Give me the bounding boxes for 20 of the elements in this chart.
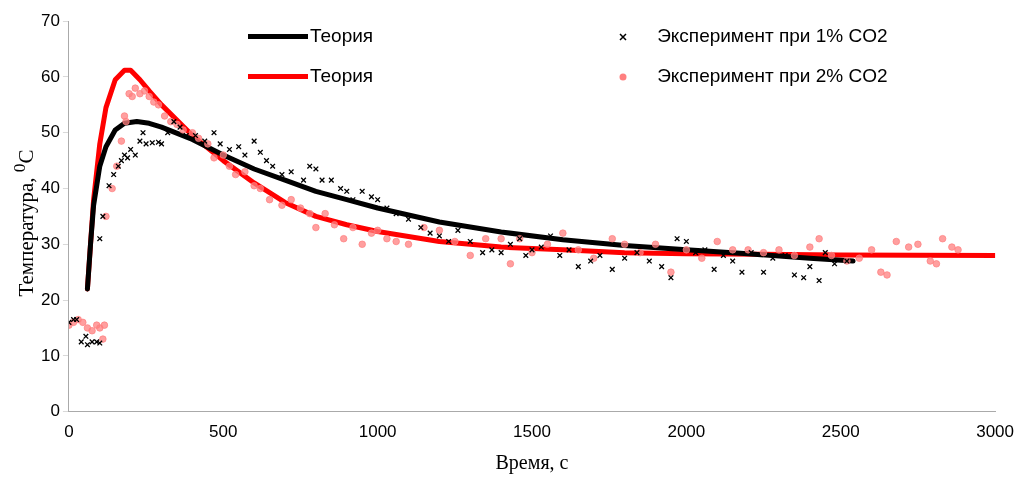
legend-label: Эксперимент при 1% CO2 xyxy=(657,25,888,47)
y-tick-label: 40 xyxy=(40,178,60,198)
x-tick-label: 2000 xyxy=(667,422,706,442)
y-tick-label: 20 xyxy=(40,289,60,309)
x-axis-title: Время, с xyxy=(495,451,569,475)
x-tick-label: 3000 xyxy=(976,422,1014,442)
x-tick-label: 500 xyxy=(209,422,238,442)
y-tick-label: 50 xyxy=(40,122,60,142)
x-tick-label: 0 xyxy=(64,422,74,442)
legend-label: Теория xyxy=(310,65,374,87)
x-tick-label: 2500 xyxy=(821,422,860,442)
x-tick-label: 1000 xyxy=(358,422,397,442)
y-tick-label: 0 xyxy=(50,401,60,421)
x-tick-label: 1500 xyxy=(513,422,551,442)
y-tick-label: 70 xyxy=(40,10,60,30)
y-tick-label: 30 xyxy=(40,233,60,253)
legend-label: Теория xyxy=(310,25,374,47)
y-tick-label: 10 xyxy=(40,345,60,365)
y-tick-label: 60 xyxy=(40,66,60,86)
legend-label: Эксперимент при 2% CO2 xyxy=(657,65,888,87)
